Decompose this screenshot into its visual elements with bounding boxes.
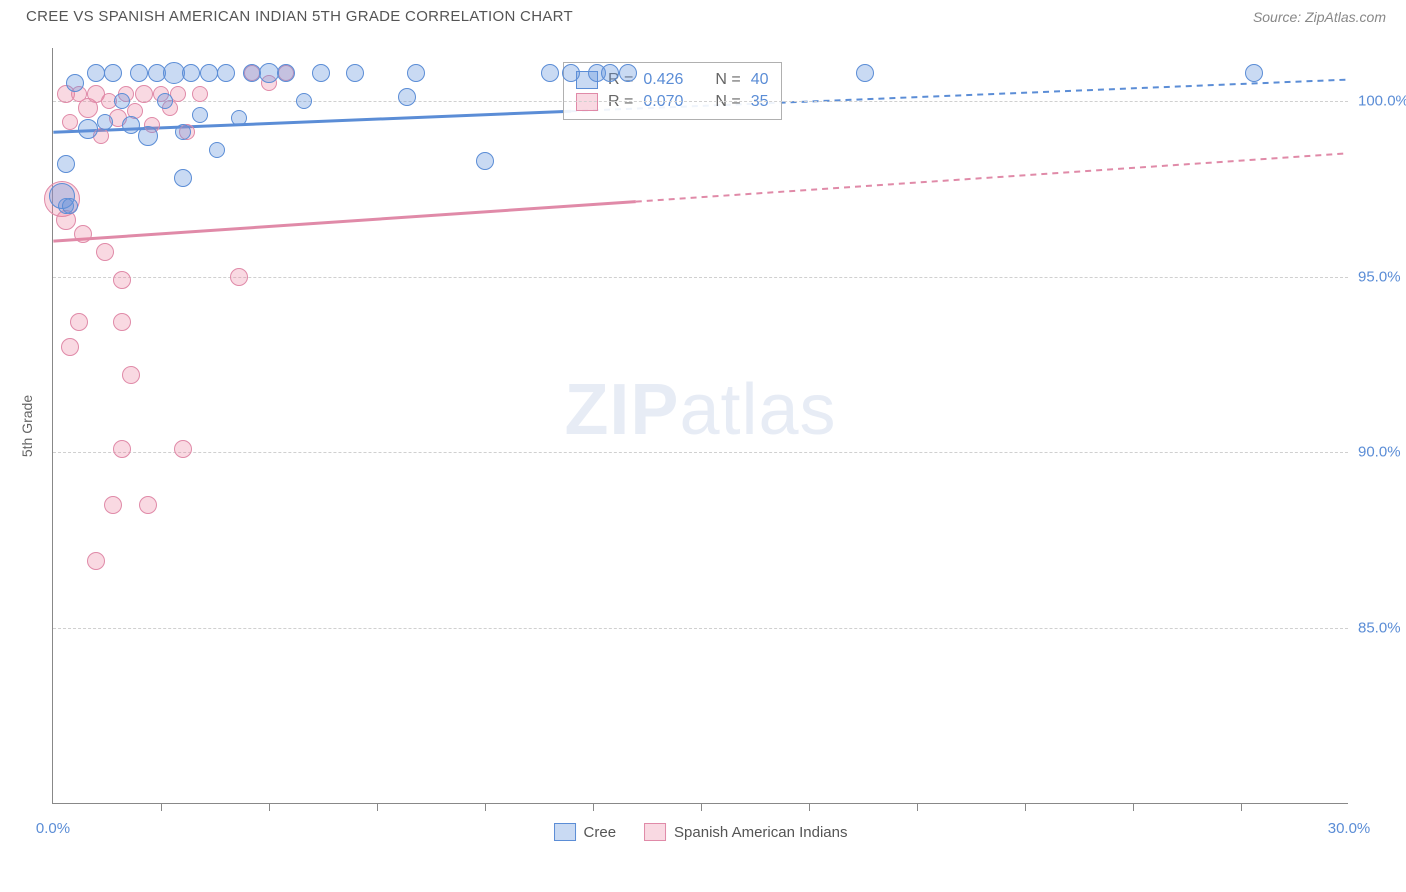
gridline [53,452,1348,453]
xtick-label: 0.0% [36,820,70,837]
chart-title: CREE VS SPANISH AMERICAN INDIAN 5TH GRAD… [26,8,573,25]
data-point-cree [192,107,208,123]
source-label: Source: ZipAtlas.com [1253,9,1386,25]
data-point-spanish [113,271,131,289]
data-point-cree [209,142,225,158]
data-point-cree [62,198,78,214]
stat-n-label: N = [715,93,740,111]
xtick [1025,803,1026,811]
xtick [701,803,702,811]
data-point-spanish [174,440,192,458]
stat-r-label: R = [608,93,633,111]
xtick [593,803,594,811]
xtick [809,803,810,811]
xtick [161,803,162,811]
data-point-spanish [104,496,122,514]
data-point-cree [407,64,425,82]
data-point-cree [122,116,140,134]
data-point-cree [856,64,874,82]
data-point-spanish [122,366,140,384]
data-point-spanish [61,338,79,356]
data-point-cree [346,64,364,82]
legend-label-spanish: Spanish American Indians [674,824,847,841]
stat-r-cree: 0.426 [643,71,683,89]
trendline-dashed [636,153,1348,201]
data-point-cree [541,64,559,82]
bottom-legend: Cree Spanish American Indians [554,823,848,841]
data-point-cree [114,93,130,109]
data-point-cree [78,119,98,139]
swatch-cree [554,823,576,841]
data-point-cree [1245,64,1263,82]
data-point-cree [217,64,235,82]
data-point-cree [312,64,330,82]
data-point-cree [476,152,494,170]
data-point-spanish [113,313,131,331]
data-point-cree [619,64,637,82]
data-point-cree [562,64,580,82]
data-point-cree [200,64,218,82]
data-point-cree [182,64,200,82]
y-axis-label-container: 5th Grade [12,48,42,804]
ytick-label: 90.0% [1358,444,1406,461]
data-point-spanish [70,313,88,331]
stat-n-label: N = [715,71,740,89]
data-point-spanish [62,114,78,130]
data-point-spanish [192,86,208,102]
trendline-solid [53,202,635,242]
data-point-cree [259,63,279,83]
swatch-spanish [644,823,666,841]
data-point-cree [231,110,247,126]
data-point-spanish [139,496,157,514]
data-point-cree [398,88,416,106]
xtick [485,803,486,811]
data-point-cree [601,64,619,82]
data-point-spanish [74,225,92,243]
xtick [1241,803,1242,811]
stat-n-cree: 40 [751,71,769,89]
data-point-spanish [113,440,131,458]
data-point-spanish [96,243,114,261]
swatch-spanish [576,93,598,111]
trend-lines [53,48,1348,803]
xtick [917,803,918,811]
legend-item-spanish: Spanish American Indians [644,823,847,841]
data-point-cree [97,114,113,130]
chart-area: ZIPatlas R = 0.426 N = 40 R = 0.070 N = … [52,48,1348,804]
data-point-spanish [230,268,248,286]
data-point-cree [57,155,75,173]
data-point-cree [175,124,191,140]
data-point-cree [296,93,312,109]
data-point-cree [104,64,122,82]
xtick [377,803,378,811]
legend-label-cree: Cree [584,824,617,841]
data-point-cree [87,64,105,82]
xtick [269,803,270,811]
y-axis-label: 5th Grade [19,395,35,457]
data-point-spanish [135,85,153,103]
data-point-cree [277,64,295,82]
ytick-label: 100.0% [1358,92,1406,109]
stats-row-spanish: R = 0.070 N = 35 [576,91,769,113]
stat-n-spanish: 35 [751,93,769,111]
gridline [53,101,1348,102]
data-point-cree [157,93,173,109]
xtick [1133,803,1134,811]
ytick-label: 95.0% [1358,268,1406,285]
stat-r-spanish: 0.070 [643,93,683,111]
legend-item-cree: Cree [554,823,617,841]
gridline [53,628,1348,629]
ytick-label: 85.0% [1358,620,1406,637]
data-point-cree [138,126,158,146]
data-point-cree [66,74,84,92]
xtick-label: 30.0% [1328,820,1371,837]
data-point-cree [174,169,192,187]
data-point-spanish [87,552,105,570]
data-point-cree [130,64,148,82]
